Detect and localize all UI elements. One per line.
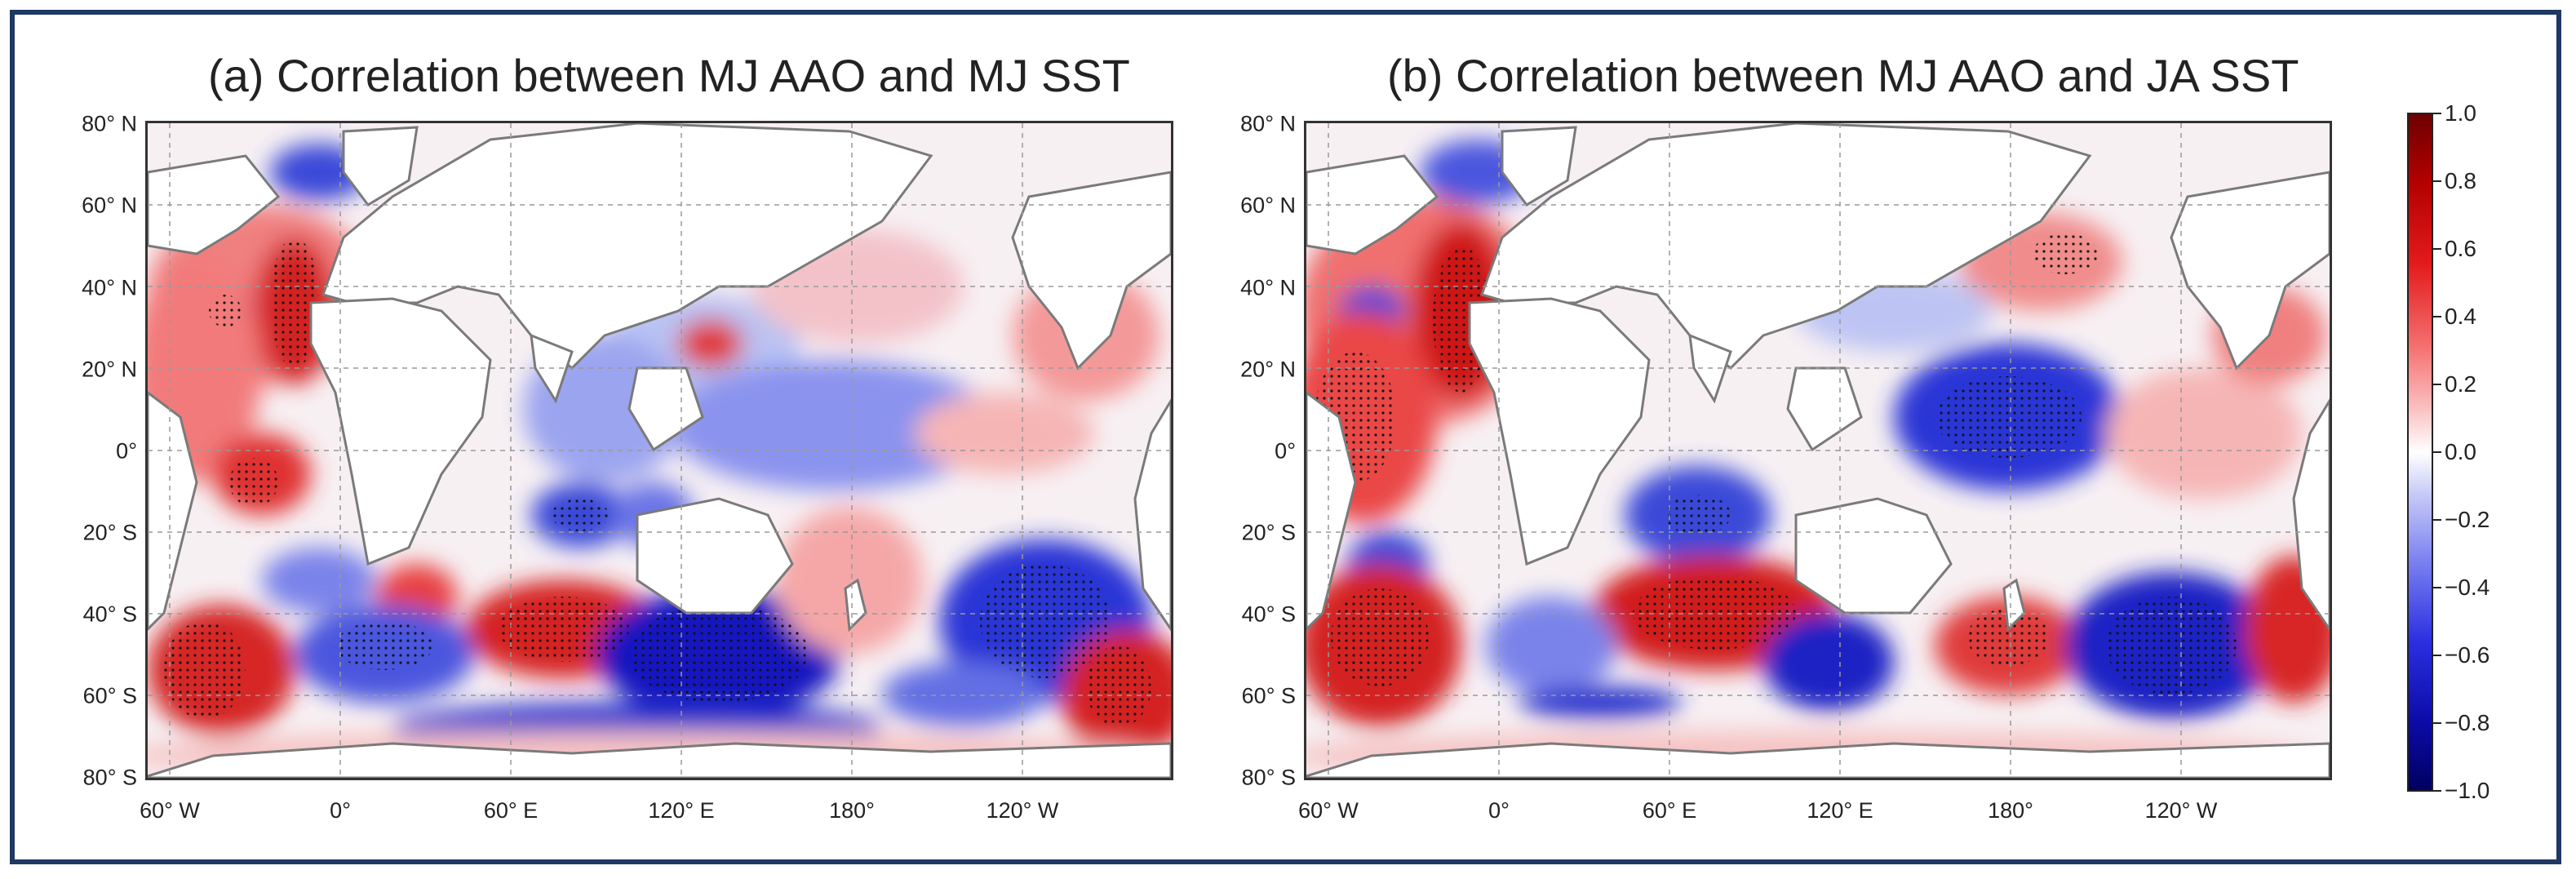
panel-b-title: (b) Correlation between MJ AAO and JA SS… bbox=[1387, 50, 2299, 101]
colorbar-label: 0.6 bbox=[2445, 236, 2476, 261]
colorbar-tick bbox=[2433, 790, 2441, 792]
colorbar-tick bbox=[2433, 519, 2441, 521]
colorbar-label: −0.8 bbox=[2445, 710, 2490, 735]
panel-b-field bbox=[1306, 123, 2330, 778]
lat-label: 60° S bbox=[1241, 683, 1296, 708]
colorbar-tick bbox=[2433, 655, 2441, 656]
lon-label: 60° W bbox=[1298, 798, 1359, 823]
lon-label: 60° W bbox=[140, 798, 200, 823]
colorbar-label: 1.0 bbox=[2445, 100, 2476, 126]
lat-label: 0° bbox=[1275, 438, 1296, 464]
colorbar-label: −0.2 bbox=[2445, 507, 2490, 532]
lat-label: 40° N bbox=[82, 275, 137, 300]
lon-label: 120° W bbox=[2144, 798, 2218, 823]
lon-label: 180° bbox=[829, 798, 875, 823]
lon-label: 0° bbox=[1488, 798, 1510, 823]
lat-label: 60° N bbox=[1240, 193, 1296, 218]
panel-b-map bbox=[1304, 121, 2332, 780]
lat-label: 40° S bbox=[1241, 602, 1296, 627]
lat-label: 80° N bbox=[82, 111, 137, 136]
lat-label: 60° N bbox=[82, 193, 137, 218]
lon-label: 120° E bbox=[648, 798, 715, 823]
lat-label: 20° N bbox=[1240, 357, 1296, 382]
lat-label: 20° N bbox=[82, 357, 137, 382]
lon-label: 120° W bbox=[986, 798, 1059, 823]
colorbar-label: −1.0 bbox=[2445, 778, 2490, 803]
colorbar-label: 0.8 bbox=[2445, 168, 2476, 193]
lat-label: 80° S bbox=[82, 765, 137, 790]
panel-a-field bbox=[148, 123, 1171, 778]
lat-label: 80° N bbox=[1240, 111, 1296, 136]
lat-label: 40° S bbox=[82, 602, 137, 627]
colorbar-tick bbox=[2433, 722, 2441, 724]
lon-label: 180° bbox=[1988, 798, 2033, 823]
colorbar-label: −0.4 bbox=[2445, 575, 2490, 600]
panel-a-map bbox=[145, 121, 1173, 780]
lon-label: 120° E bbox=[1807, 798, 1873, 823]
lat-label: 60° S bbox=[82, 683, 137, 708]
lat-label: 0° bbox=[116, 438, 137, 464]
lon-label: 60° E bbox=[483, 798, 539, 823]
lat-label: 80° S bbox=[1241, 765, 1296, 790]
lon-label: 60° E bbox=[1642, 798, 1697, 823]
colorbar-tick bbox=[2433, 180, 2441, 182]
colorbar-label: −0.6 bbox=[2445, 642, 2490, 668]
colorbar-label: 0.4 bbox=[2445, 304, 2476, 329]
panel-a-title: (a) Correlation between MJ AAO and MJ SS… bbox=[208, 50, 1130, 101]
colorbar-label: 0.0 bbox=[2445, 439, 2476, 464]
colorbar-tick bbox=[2433, 113, 2441, 114]
colorbar-tick bbox=[2433, 451, 2441, 453]
colorbar bbox=[2407, 113, 2433, 792]
colorbar-tick bbox=[2433, 384, 2441, 385]
lon-label: 0° bbox=[330, 798, 351, 823]
lat-label: 20° S bbox=[1241, 520, 1296, 545]
lat-label: 40° N bbox=[1240, 275, 1296, 300]
colorbar-tick bbox=[2433, 587, 2441, 588]
lat-label: 20° S bbox=[82, 520, 137, 545]
colorbar-tick bbox=[2433, 248, 2441, 250]
colorbar-label: 0.2 bbox=[2445, 371, 2476, 397]
colorbar-tick bbox=[2433, 316, 2441, 317]
